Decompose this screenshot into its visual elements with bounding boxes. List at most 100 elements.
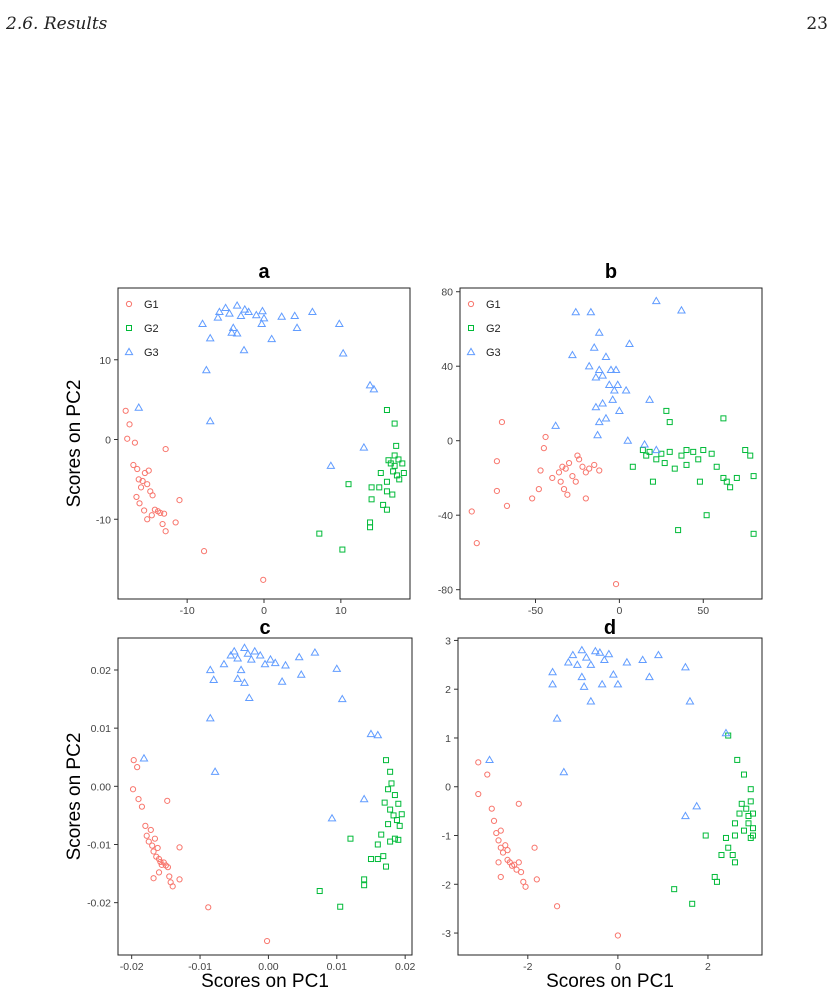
point-g2 — [337, 903, 344, 910]
point-g3 — [590, 646, 600, 655]
point-g1 — [169, 883, 176, 890]
point-g1 — [134, 465, 141, 473]
point-g1 — [157, 509, 164, 516]
legend-label: G1 — [486, 299, 501, 311]
point-g3 — [233, 674, 243, 682]
point-g1 — [542, 433, 549, 441]
point-g1 — [131, 439, 139, 446]
y-axis-label: Scores on PC2 — [64, 733, 85, 861]
point-g1 — [137, 484, 145, 491]
point-g2 — [713, 463, 720, 470]
point-g1 — [562, 465, 569, 472]
point-g3 — [198, 319, 207, 327]
point-g3 — [307, 307, 317, 316]
point-g2 — [675, 527, 682, 534]
y-tick-label: 1 — [445, 733, 451, 745]
y-tick-label: 0.01 — [91, 723, 112, 735]
point-g2 — [391, 792, 398, 799]
point-g3 — [579, 682, 589, 690]
point-g2 — [387, 838, 394, 845]
point-g2 — [695, 456, 702, 463]
point-g3 — [594, 328, 604, 336]
point-g1 — [141, 507, 148, 514]
point-g3 — [586, 307, 596, 316]
point-g2 — [696, 478, 703, 485]
point-g2 — [723, 478, 730, 485]
point-g3 — [201, 365, 211, 374]
y-tick-label: 0.00 — [91, 781, 112, 793]
point-g3 — [239, 345, 249, 354]
point-g2 — [385, 821, 392, 828]
point-g1 — [200, 548, 208, 555]
legend: G1 G2 G3 — [124, 299, 159, 359]
point-g1 — [145, 467, 152, 474]
point-g2 — [718, 852, 725, 859]
point-g2 — [731, 859, 738, 866]
point-g2 — [368, 484, 375, 491]
legend-label: G3 — [486, 347, 501, 359]
point-g3 — [290, 311, 300, 320]
point-g3 — [326, 461, 336, 469]
point-g2 — [381, 799, 388, 806]
y-tick-label: -2 — [442, 879, 451, 891]
point-g3 — [205, 333, 215, 342]
point-g1 — [126, 421, 133, 428]
point-g2 — [368, 496, 375, 503]
point-g3 — [622, 657, 632, 666]
point-g2 — [690, 448, 697, 455]
point-g3 — [310, 647, 320, 656]
point-g3 — [338, 348, 348, 357]
point-g3 — [209, 675, 219, 683]
point-g3 — [359, 794, 369, 803]
point-g3 — [571, 307, 581, 316]
point-g2 — [374, 856, 381, 863]
point-g1 — [130, 757, 137, 764]
point-g1 — [145, 838, 152, 845]
point-g3 — [645, 395, 655, 403]
y-tick-label: 0.02 — [91, 665, 112, 677]
point-g2 — [729, 852, 736, 859]
point-g3 — [581, 652, 591, 661]
legend-key-g2 — [126, 325, 132, 331]
point-g1 — [176, 844, 183, 851]
point-g3 — [260, 659, 270, 668]
point-g2 — [383, 407, 390, 414]
point-g1 — [520, 878, 527, 885]
point-g2 — [316, 888, 323, 895]
point-g2 — [393, 817, 400, 824]
point-g1 — [569, 472, 576, 480]
point-g1 — [493, 458, 501, 465]
point-g2 — [385, 786, 392, 793]
point-g1 — [582, 469, 589, 476]
point-g3 — [334, 319, 344, 327]
point-g3 — [327, 813, 337, 822]
point-g2 — [666, 448, 673, 455]
section-title: 2.6. Results — [6, 14, 108, 34]
point-g2 — [743, 805, 750, 812]
point-g3 — [267, 334, 277, 343]
point-g3 — [653, 650, 663, 659]
point-g1 — [493, 487, 501, 495]
point-g3 — [548, 667, 558, 676]
point-g2 — [400, 470, 407, 477]
point-g1 — [572, 478, 579, 485]
point-g2 — [395, 456, 402, 463]
point-g3 — [551, 421, 561, 429]
scatter-panel-d: d -2 0 2 -3 -2 -1 0 1 2 3 Scores on PC1 — [442, 617, 763, 992]
point-g3 — [623, 436, 633, 444]
point-g3 — [563, 657, 573, 666]
y-tick-label: 10 — [99, 355, 111, 367]
point-g3 — [373, 730, 383, 739]
point-g3 — [281, 660, 290, 669]
legend-key-g1 — [125, 300, 133, 308]
point-g3 — [676, 305, 686, 314]
point-g3 — [369, 384, 379, 393]
point-g1 — [159, 520, 166, 528]
page-number: 23 — [806, 14, 828, 34]
point-g2 — [671, 886, 678, 893]
point-g1 — [260, 576, 267, 583]
point-g3 — [595, 648, 605, 656]
x-tick-label: 50 — [697, 605, 709, 617]
point-g1 — [596, 467, 603, 474]
point-g2 — [700, 447, 707, 454]
